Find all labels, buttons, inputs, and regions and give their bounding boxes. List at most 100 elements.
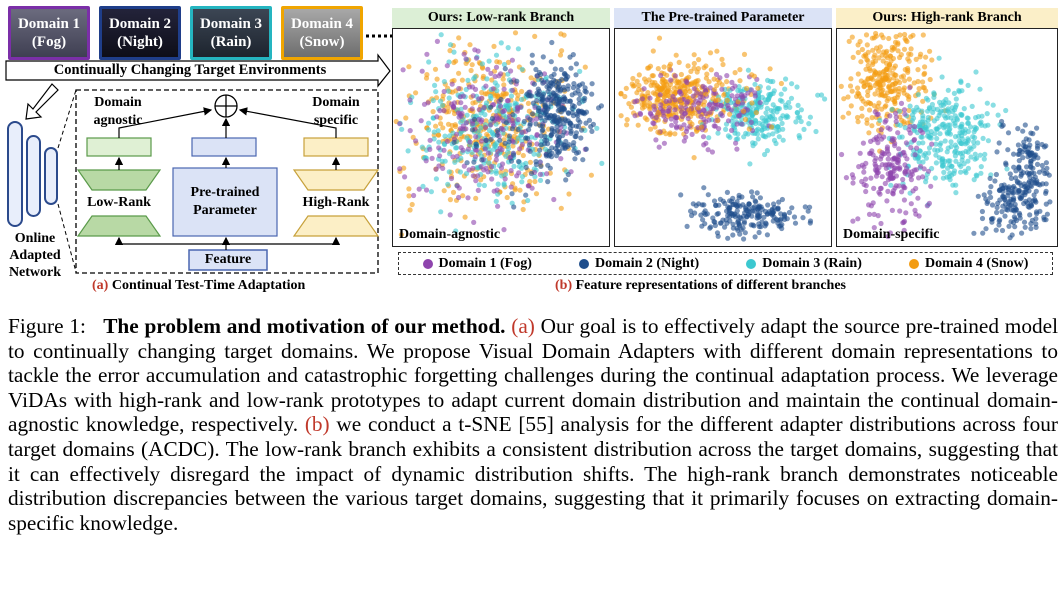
- scatter-point: [731, 211, 737, 217]
- scatter-point: [957, 130, 963, 136]
- scatter-point: [741, 220, 747, 226]
- scatter-point: [949, 172, 955, 178]
- scatter-point: [485, 150, 491, 156]
- scatter-point: [881, 93, 887, 99]
- domain-tile-name: Domain 2: [108, 16, 172, 32]
- scatter-point: [423, 187, 430, 193]
- scatter-point: [437, 108, 443, 114]
- scatter-point: [445, 88, 451, 94]
- scatter-point: [965, 120, 971, 126]
- scatter-point: [882, 119, 888, 125]
- scatter-point: [749, 100, 755, 106]
- scatter-point: [568, 130, 574, 136]
- scatter-point: [653, 115, 659, 121]
- scatter-point: [885, 156, 891, 162]
- scatter-point: [571, 103, 577, 110]
- scatter-point: [975, 140, 981, 146]
- scatter-point: [552, 66, 558, 72]
- scatter-point: [508, 93, 515, 99]
- scatter-point: [855, 216, 861, 222]
- scatter-point: [470, 100, 476, 106]
- scatter-point: [445, 181, 451, 187]
- scatter-point: [447, 133, 453, 139]
- legend-item: Domain 3 (Rain): [746, 256, 862, 272]
- scatter-point: [757, 100, 763, 106]
- domain-tile-3: Domain 3 (Rain): [190, 6, 272, 60]
- scatter-point: [730, 232, 736, 238]
- scatter-point: [902, 67, 908, 73]
- scatter-point: [514, 173, 520, 179]
- scatter-point: [916, 86, 922, 92]
- scatter-point: [457, 169, 463, 175]
- scatter-point: [744, 85, 750, 91]
- scatter-point: [703, 140, 709, 146]
- scatter-point: [567, 121, 573, 127]
- scatter-point: [553, 153, 560, 159]
- scatter-point: [855, 119, 861, 125]
- scatter-point: [845, 94, 851, 100]
- scatter-point: [965, 115, 971, 121]
- scatter-point: [995, 112, 1001, 118]
- scatter-point: [855, 85, 861, 91]
- scatter-point: [530, 100, 536, 106]
- scatter-point: [453, 58, 459, 64]
- scatter-point: [876, 73, 882, 79]
- scatter-point: [901, 149, 907, 155]
- scatter-point: [849, 34, 855, 40]
- scatter-point: [428, 189, 434, 195]
- legend-dot: [422, 258, 433, 269]
- scatter-point: [932, 131, 938, 137]
- scatter-point: [432, 66, 439, 72]
- scatter-point: [478, 138, 485, 144]
- scatter-point: [537, 123, 543, 129]
- scatter-point: [493, 64, 500, 70]
- scatter-point: [689, 131, 695, 137]
- scatter-point: [440, 165, 446, 171]
- scatter-point: [874, 78, 880, 84]
- caption-text-b: we conduct a t-SNE [55] analysis for the…: [8, 412, 1058, 535]
- scatter-point: [702, 85, 708, 91]
- scatter-point: [475, 187, 481, 193]
- scatter-point: [1021, 219, 1028, 225]
- scatter-point: [715, 97, 721, 103]
- subfigure-a-text: Continual Test-Time Adaptation: [111, 278, 306, 293]
- scatter-point: [655, 96, 661, 102]
- scatter-point: [483, 124, 489, 131]
- scatter-point: [1031, 170, 1037, 176]
- scatter-point: [481, 182, 487, 189]
- scatter-point: [449, 122, 455, 129]
- scatter-point: [501, 181, 507, 187]
- scatter-point: [912, 124, 918, 130]
- scatter-point: [501, 82, 507, 88]
- legend-item: Domain 1 (Fog): [422, 256, 532, 272]
- scatter-point: [507, 133, 513, 139]
- scatter-point: [639, 105, 646, 111]
- scatter-point: [865, 92, 871, 99]
- scatter-point: [511, 204, 517, 210]
- scatter-point: [988, 194, 994, 200]
- scatter-point: [875, 140, 881, 146]
- scatter-point: [901, 46, 908, 52]
- scatter-point: [449, 81, 455, 87]
- scatter-point: [893, 118, 899, 125]
- scatter-point: [540, 54, 546, 60]
- scatter-point: [892, 100, 898, 107]
- scatter-point: [549, 145, 555, 151]
- scatter-point: [736, 195, 742, 201]
- scatter-point: [782, 86, 788, 92]
- scatter-point: [471, 159, 477, 165]
- scatter-point: [431, 136, 437, 142]
- scatter-point: [1028, 164, 1034, 170]
- scatter-point: [504, 98, 510, 104]
- scatter-point: [491, 43, 497, 49]
- scatter-point: [713, 202, 719, 209]
- scatter-point: [398, 232, 404, 238]
- scatter-point: [725, 118, 732, 124]
- scatter-point: [473, 195, 479, 201]
- scatter-point: [776, 134, 782, 140]
- legend-dot: [746, 258, 757, 269]
- scatter-point: [629, 81, 635, 87]
- scatter-point: [712, 86, 718, 93]
- scatter-point: [512, 30, 519, 36]
- scatter-point: [494, 59, 500, 65]
